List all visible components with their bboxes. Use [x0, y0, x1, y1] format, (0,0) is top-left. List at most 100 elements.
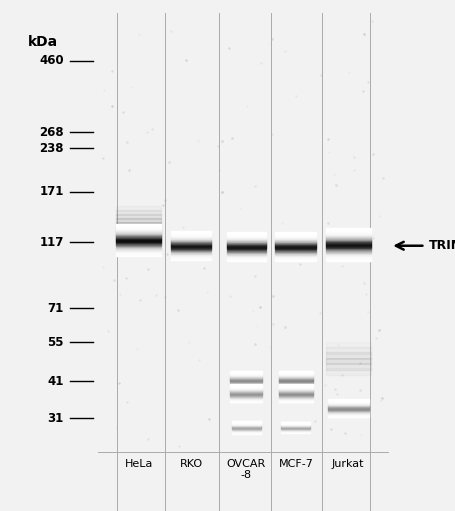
Bar: [172, 237, 211, 238]
Bar: [275, 253, 316, 254]
Bar: [275, 257, 316, 258]
Bar: [227, 243, 266, 244]
Bar: [275, 242, 316, 243]
Text: 71: 71: [47, 302, 64, 315]
Bar: [326, 342, 371, 349]
Bar: [326, 233, 371, 234]
Bar: [172, 232, 211, 233]
Bar: [172, 241, 211, 242]
Text: 460: 460: [39, 54, 64, 67]
Bar: [326, 230, 371, 231]
Bar: [275, 252, 316, 253]
Bar: [172, 243, 211, 244]
Bar: [116, 239, 161, 240]
Bar: [275, 234, 316, 235]
Bar: [116, 247, 161, 248]
Bar: [275, 244, 316, 245]
Bar: [326, 251, 371, 252]
Bar: [116, 226, 162, 231]
Text: kDa: kDa: [27, 35, 57, 49]
Bar: [227, 250, 266, 251]
Bar: [326, 244, 371, 245]
Bar: [275, 237, 316, 238]
Bar: [116, 222, 162, 227]
Bar: [227, 254, 266, 256]
Bar: [275, 254, 316, 256]
Bar: [116, 225, 161, 226]
Bar: [172, 252, 211, 253]
Bar: [326, 256, 371, 257]
Bar: [326, 238, 371, 239]
Bar: [275, 243, 316, 244]
Bar: [116, 210, 162, 215]
Bar: [116, 229, 161, 230]
Bar: [172, 255, 211, 256]
Bar: [227, 235, 266, 236]
Bar: [275, 236, 316, 237]
Bar: [326, 246, 371, 247]
Bar: [227, 237, 266, 238]
Text: OVCAR
-8: OVCAR -8: [227, 459, 266, 480]
Bar: [116, 251, 161, 252]
Bar: [326, 228, 371, 229]
Bar: [275, 233, 316, 234]
Bar: [275, 238, 316, 239]
Bar: [326, 236, 371, 237]
Bar: [227, 246, 266, 247]
Bar: [227, 258, 266, 259]
Bar: [172, 258, 211, 259]
Bar: [275, 260, 316, 261]
Bar: [116, 246, 161, 247]
Bar: [227, 253, 266, 254]
Bar: [172, 253, 211, 254]
Bar: [326, 241, 371, 242]
Bar: [227, 241, 266, 242]
Bar: [116, 230, 162, 236]
Bar: [326, 358, 371, 364]
Bar: [326, 239, 371, 240]
Bar: [326, 248, 371, 249]
Bar: [116, 254, 161, 256]
Bar: [116, 206, 162, 211]
Bar: [227, 238, 266, 239]
Bar: [116, 241, 161, 242]
Bar: [172, 257, 211, 258]
Bar: [172, 242, 211, 243]
Bar: [116, 243, 161, 244]
Bar: [172, 231, 211, 232]
Bar: [116, 234, 161, 235]
Bar: [326, 247, 371, 248]
Bar: [227, 256, 266, 257]
Bar: [275, 258, 316, 259]
Bar: [326, 259, 371, 260]
Text: 117: 117: [39, 236, 64, 249]
Bar: [116, 242, 161, 243]
Bar: [116, 233, 161, 234]
Bar: [227, 249, 266, 250]
Bar: [275, 259, 316, 260]
Bar: [275, 246, 316, 247]
Text: Jurkat: Jurkat: [332, 459, 364, 469]
Bar: [116, 224, 161, 225]
Bar: [326, 237, 371, 238]
Bar: [326, 347, 371, 354]
Bar: [326, 235, 371, 236]
Bar: [172, 236, 211, 237]
Bar: [172, 247, 211, 248]
Bar: [326, 249, 371, 250]
Bar: [116, 250, 161, 251]
Bar: [172, 238, 211, 239]
Bar: [116, 244, 161, 245]
Bar: [275, 245, 316, 246]
Bar: [227, 240, 266, 241]
Bar: [172, 250, 211, 251]
Bar: [227, 251, 266, 252]
Bar: [227, 233, 266, 234]
Bar: [116, 202, 162, 207]
Bar: [227, 248, 266, 249]
Bar: [326, 242, 371, 243]
Bar: [275, 248, 316, 249]
Bar: [116, 237, 161, 238]
Text: 41: 41: [47, 375, 64, 388]
Bar: [275, 232, 316, 233]
